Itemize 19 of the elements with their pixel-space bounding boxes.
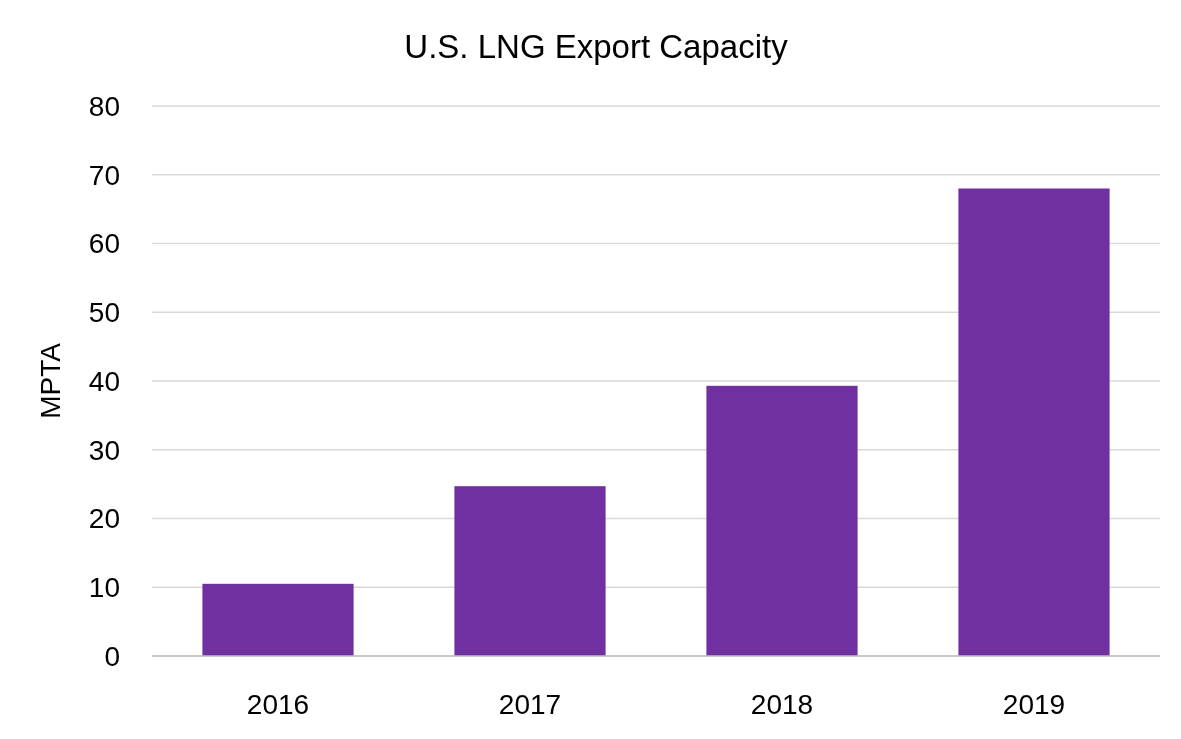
- bar: [958, 188, 1110, 656]
- x-tick-label: 2018: [750, 689, 814, 720]
- y-tick-label: 10: [88, 572, 120, 604]
- x-tick-label: 2017: [498, 689, 562, 720]
- y-tick-label: 50: [88, 297, 120, 329]
- chart-title: U.S. LNG Export Capacity: [404, 28, 789, 65]
- bar: [706, 385, 858, 656]
- y-tick-label: 40: [88, 365, 120, 397]
- y-tick-label: 20: [88, 503, 120, 535]
- y-tick-label: 70: [88, 159, 120, 191]
- y-tick-label: 60: [88, 228, 120, 260]
- x-tick-label: 2019: [1002, 689, 1066, 720]
- x-tick-label: 2016: [246, 689, 310, 720]
- y-axis-title: MPTA: [35, 342, 66, 419]
- y-tick-label: 80: [88, 90, 120, 122]
- y-tick-label: 30: [88, 434, 120, 466]
- y-tick-label: 0: [104, 640, 120, 672]
- bar: [454, 486, 606, 656]
- bar: [202, 583, 354, 656]
